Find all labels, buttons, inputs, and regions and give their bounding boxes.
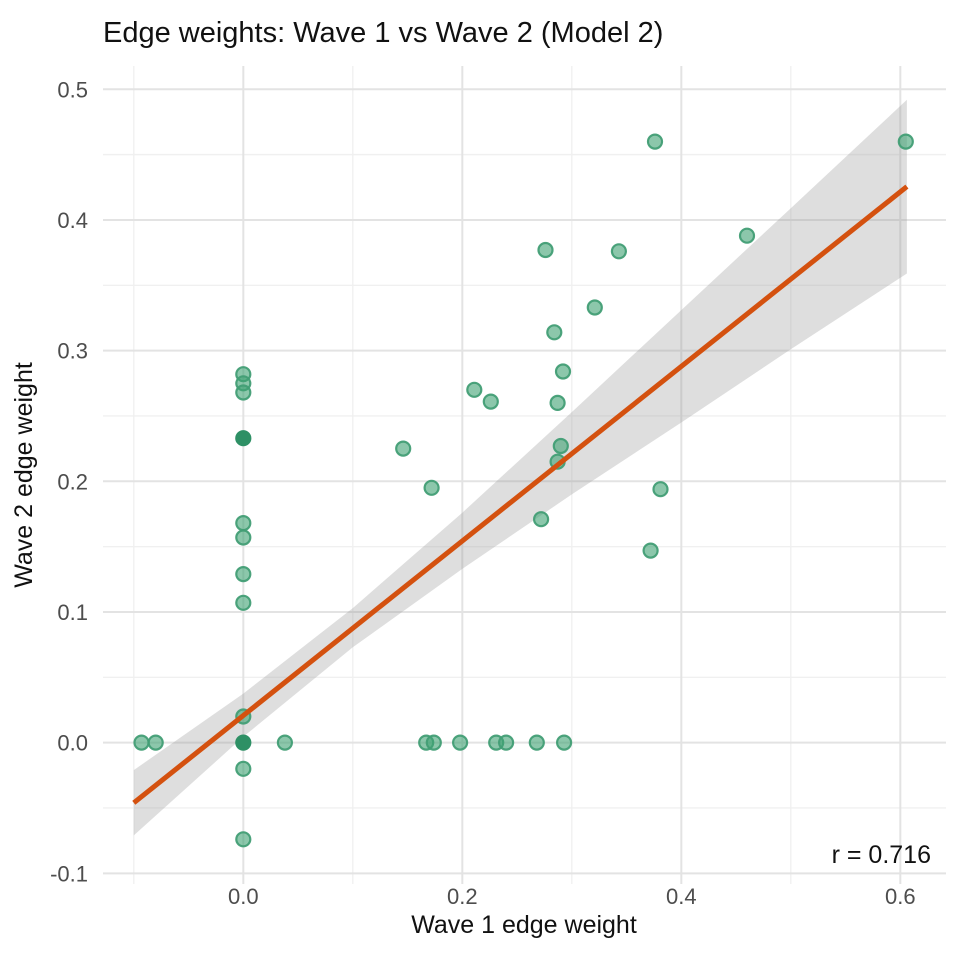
major-gridlines xyxy=(103,66,946,884)
data-point xyxy=(235,529,252,546)
chart-title: Edge weights: Wave 1 vs Wave 2 (Model 2) xyxy=(103,17,663,49)
data-point xyxy=(549,394,566,411)
data-points xyxy=(133,133,914,848)
y-tick-label: 0.1 xyxy=(57,600,88,625)
data-point xyxy=(610,243,628,260)
y-tick-label: 0.4 xyxy=(57,208,88,233)
data-point xyxy=(897,133,914,150)
x-tick-label: 0.4 xyxy=(666,884,697,909)
data-point xyxy=(133,734,150,751)
y-tick-label: -0.1 xyxy=(50,861,88,886)
data-point xyxy=(498,734,515,751)
data-point xyxy=(652,481,669,498)
data-point xyxy=(554,363,572,380)
x-tick-label: 0.6 xyxy=(885,884,916,909)
data-point xyxy=(276,734,293,751)
data-point xyxy=(235,384,252,401)
data-point xyxy=(738,227,756,244)
data-point xyxy=(642,542,659,559)
y-axis-label: Wave 2 edge weight xyxy=(10,362,38,588)
r-annotation: r = 0.716 xyxy=(832,841,931,869)
data-point xyxy=(452,734,469,751)
data-point xyxy=(235,430,252,447)
data-point xyxy=(482,393,499,410)
x-axis-tick-labels: 0.0 0.2 0.4 0.6 xyxy=(228,884,916,909)
data-point xyxy=(147,734,164,751)
y-tick-label: 0.0 xyxy=(57,731,88,756)
data-point xyxy=(235,514,252,532)
data-point xyxy=(235,831,252,848)
x-tick-label: 0.2 xyxy=(447,884,478,909)
y-tick-label: 0.2 xyxy=(57,469,88,494)
x-tick-label: 0.0 xyxy=(228,884,259,909)
x-axis-label: Wave 1 edge weight xyxy=(411,911,637,939)
data-point xyxy=(235,565,252,583)
data-point xyxy=(586,299,603,316)
regression-line xyxy=(132,184,909,805)
data-point xyxy=(552,437,569,455)
data-point xyxy=(235,594,252,611)
data-point xyxy=(646,133,664,150)
data-point xyxy=(425,734,442,751)
y-tick-label: 0.3 xyxy=(57,339,88,364)
data-point xyxy=(546,324,563,341)
data-point xyxy=(423,479,440,496)
data-point xyxy=(235,734,252,751)
data-point xyxy=(466,381,483,398)
y-axis-tick-labels: 0.5 0.4 0.3 0.2 0.1 0.0 -0.1 xyxy=(50,77,88,886)
data-point xyxy=(532,511,550,528)
data-point xyxy=(537,241,554,259)
data-point xyxy=(528,734,545,751)
y-tick-label: 0.5 xyxy=(57,77,88,102)
data-point xyxy=(235,760,252,777)
data-point xyxy=(395,440,412,457)
data-point xyxy=(555,734,573,751)
